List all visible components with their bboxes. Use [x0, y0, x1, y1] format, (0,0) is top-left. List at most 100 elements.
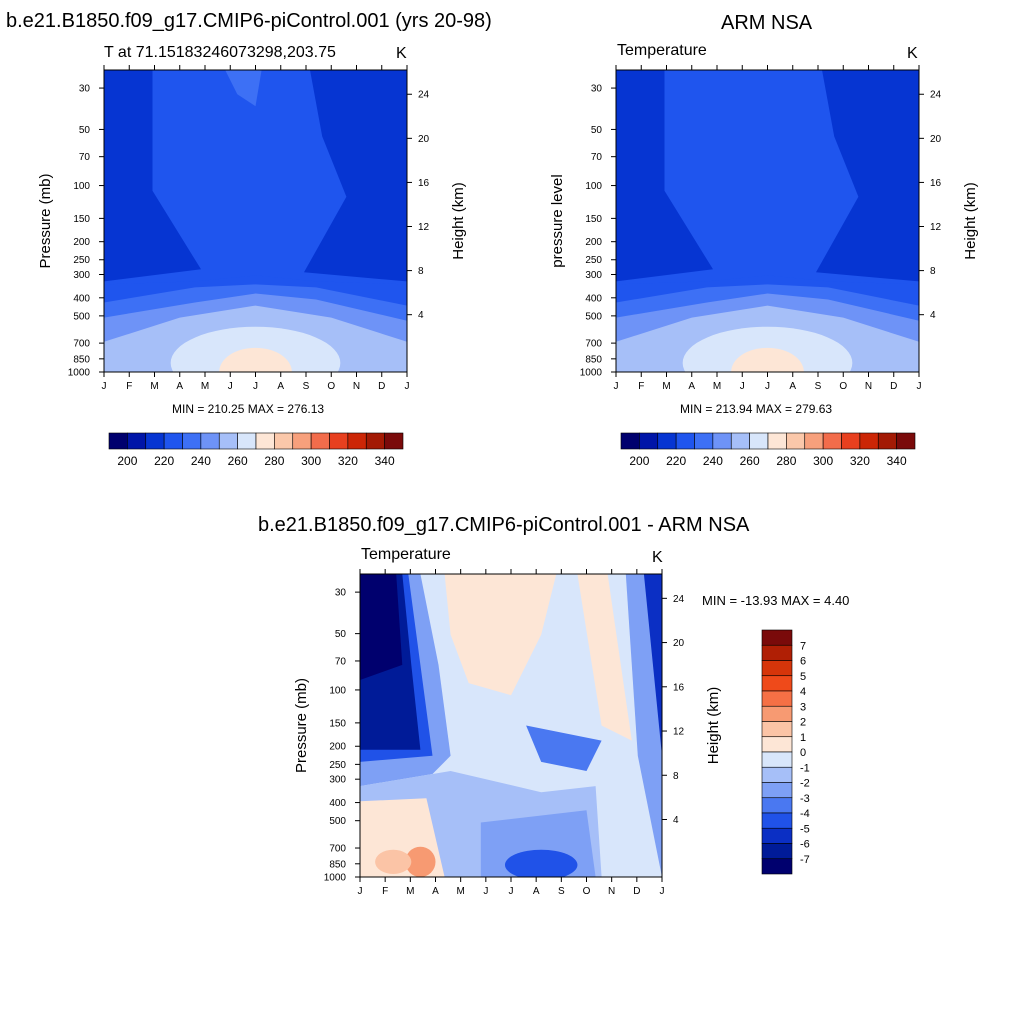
- colorbar-0-label: 200: [117, 454, 137, 468]
- colorbar-1-swatch: [877, 432, 897, 450]
- y-tick-label: 30: [79, 84, 91, 95]
- colorbar-1-swatch: [822, 432, 842, 450]
- colorbar-0-label: 300: [301, 454, 321, 468]
- colorbar-0-swatch: [310, 432, 330, 450]
- colorbar-1-label: 220: [666, 454, 686, 468]
- colorbar-1-label: 340: [887, 454, 907, 468]
- panel-1-contours: [616, 70, 919, 372]
- colorbar-1-swatch: [804, 432, 824, 450]
- colorbar-2-swatch: [761, 766, 793, 783]
- y2-tick-label: 4: [418, 310, 424, 321]
- y-axis-label: pressure level: [549, 174, 566, 267]
- y-tick-label: 250: [329, 760, 346, 771]
- panel-2-contour-band: [526, 725, 602, 771]
- x-tick-label: M: [456, 886, 464, 897]
- y2-tick-label: 20: [930, 134, 942, 145]
- left-units: K: [396, 45, 407, 62]
- colorbar-0-label: 220: [154, 454, 174, 468]
- x-tick-label: S: [303, 381, 310, 392]
- colorbar-1-swatch: [675, 432, 695, 450]
- colorbar-2-label: -2: [800, 778, 810, 790]
- colorbar-2-label: 2: [800, 717, 806, 729]
- x-tick-label: J: [614, 381, 619, 392]
- colorbar-2-label: -3: [800, 793, 810, 805]
- y-tick-label: 500: [73, 311, 90, 322]
- y-tick-label: 100: [585, 181, 602, 192]
- y-tick-label: 150: [585, 214, 602, 225]
- colorbar-2-swatch: [761, 660, 793, 677]
- colorbar-1-swatch: [786, 432, 806, 450]
- colorbar-2-label: 5: [800, 671, 806, 683]
- colorbar-0-label: 280: [264, 454, 284, 468]
- x-tick-label: J: [509, 886, 514, 897]
- panel-2-contour-band: [643, 574, 662, 756]
- colorbar-2-swatch: [761, 858, 793, 875]
- y2-tick-label: 8: [418, 266, 424, 277]
- y-tick-label: 400: [329, 798, 346, 809]
- y-tick-label: 850: [73, 354, 90, 365]
- x-tick-label: J: [358, 886, 363, 897]
- colorbar-1-swatch: [639, 432, 659, 450]
- y-tick-label: 700: [73, 339, 90, 350]
- colorbar-0-swatch: [200, 432, 220, 450]
- y-tick-label: 250: [73, 255, 90, 266]
- colorbar-1-label: 200: [629, 454, 649, 468]
- y-tick-label: 400: [73, 293, 90, 304]
- y2-tick-label: 4: [673, 815, 679, 826]
- y2-axis-label: Height (km): [450, 182, 467, 260]
- x-tick-label: J: [660, 886, 665, 897]
- panel-2-contour-band: [405, 846, 436, 877]
- colorbar-2-label: -4: [800, 808, 810, 820]
- y2-tick-label: 24: [418, 90, 430, 101]
- colorbar-2-swatch: [761, 827, 793, 844]
- y-tick-label: 1000: [580, 368, 603, 379]
- x-tick-label: A: [176, 381, 183, 392]
- bottom-subtitle: Temperature: [361, 546, 451, 563]
- y2-tick-label: 24: [930, 90, 942, 101]
- y-tick-label: 150: [73, 214, 90, 225]
- panel-0-contour-band: [225, 70, 262, 107]
- y2-tick-label: 12: [930, 222, 942, 233]
- y-tick-label: 100: [73, 181, 90, 192]
- panel-0-contour-band: [219, 347, 292, 372]
- colorbar-0-swatch: [329, 432, 349, 450]
- colorbar-2-label: 6: [800, 656, 806, 668]
- x-tick-label: A: [789, 381, 796, 392]
- x-tick-label: M: [662, 381, 670, 392]
- y2-tick-label: 16: [418, 178, 430, 189]
- colorbar-2-swatch: [761, 705, 793, 722]
- panel-2-contour-band: [577, 574, 632, 741]
- colorbar-0-swatch: [163, 432, 183, 450]
- panel-1-contour-band: [616, 70, 713, 282]
- y-tick-label: 700: [585, 339, 602, 350]
- y-tick-label: 30: [335, 588, 347, 599]
- colorbar-2-swatch: [761, 812, 793, 829]
- colorbar-1-swatch: [841, 432, 861, 450]
- y-tick-label: 70: [335, 656, 347, 667]
- colorbar-0-swatch: [145, 432, 165, 450]
- colorbar-0-swatch: [255, 432, 275, 450]
- panel-2-contour-band: [375, 849, 412, 874]
- y-tick-label: 100: [329, 685, 346, 696]
- colorbar-0-swatch: [274, 432, 294, 450]
- panel-2-contour-band: [360, 574, 403, 680]
- colorbar-1-label: 260: [740, 454, 760, 468]
- x-tick-label: F: [126, 381, 132, 392]
- x-tick-label: N: [865, 381, 872, 392]
- colorbar-2-label: 3: [800, 701, 806, 713]
- x-tick-label: M: [713, 381, 721, 392]
- panel-2-contours: [360, 574, 662, 877]
- y-tick-label: 200: [329, 742, 346, 753]
- x-tick-label: A: [688, 381, 695, 392]
- colorbar-2-label: -6: [800, 839, 810, 851]
- panel-0-contours: [104, 70, 407, 372]
- colorbar-0-swatch: [365, 432, 385, 450]
- colorbar-0-swatch: [292, 432, 312, 450]
- y2-tick-label: 12: [673, 727, 685, 738]
- left-subtitle: T at 71.15183246073298,203.75: [104, 44, 336, 61]
- colorbar-0-label: 240: [191, 454, 211, 468]
- y-tick-label: 50: [335, 629, 347, 640]
- x-tick-label: O: [583, 886, 591, 897]
- colorbar-1-label: 240: [703, 454, 723, 468]
- colorbar-2-swatch: [761, 736, 793, 753]
